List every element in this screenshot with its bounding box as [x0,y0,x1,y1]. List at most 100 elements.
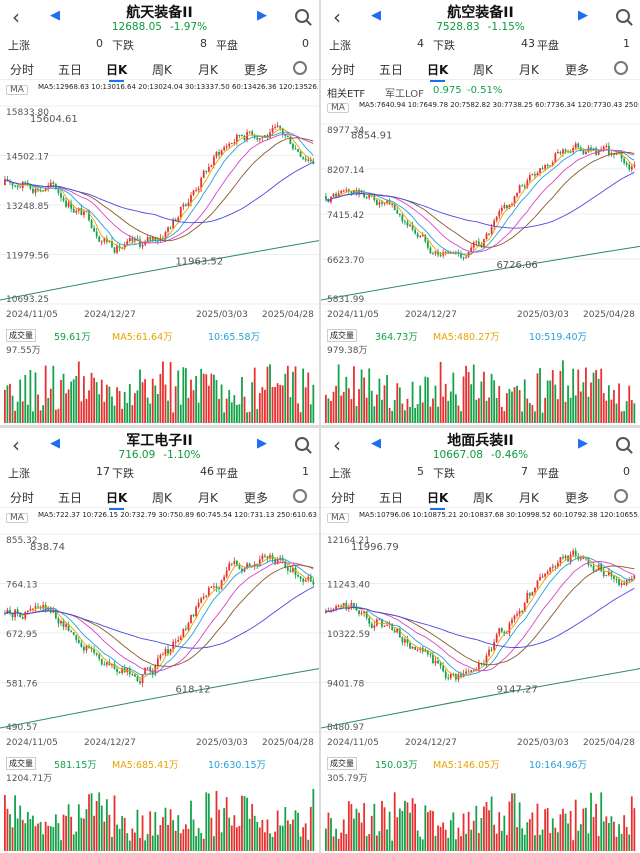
volume-label[interactable]: 成交量 [327,329,357,342]
back-arrow-icon[interactable]: ‹ [12,5,20,29]
ma10-line [325,556,635,676]
search-icon[interactable] [295,437,309,451]
tab-5day[interactable]: 五日 [379,63,404,77]
sector-title: 地面兵装II [447,433,514,449]
tab-intraday[interactable]: 分时 [10,63,35,77]
candle-body [419,236,422,238]
next-stock-icon[interactable]: ▶ [578,8,588,23]
volume-bar [248,411,251,423]
candle-body [54,609,57,619]
volume-label[interactable]: 成交量 [6,757,36,770]
tab-5day[interactable]: 五日 [379,491,404,505]
tab-daily[interactable]: 日K [106,63,128,82]
search-icon[interactable] [616,437,630,451]
candle-body [235,134,238,143]
candle-body [248,131,251,133]
tab-intraday[interactable]: 分时 [331,491,356,505]
candle-body [98,236,101,242]
candle-body [590,564,592,566]
candle-body [421,647,424,652]
volume-bar [215,379,218,423]
next-stock-icon[interactable]: ▶ [257,436,267,451]
tab-more[interactable]: 更多 [244,491,269,505]
volume-bar [187,828,190,851]
volume-bar [200,368,203,423]
volume-bar [495,833,498,851]
tab-more[interactable]: 更多 [244,63,269,77]
volume-bar [238,404,241,423]
next-stock-icon[interactable]: ▶ [578,436,588,451]
volume-bar [95,382,98,423]
volume-label[interactable]: 成交量 [6,329,36,342]
volume-bar [235,827,238,851]
candle-body [585,558,587,560]
tab-intraday[interactable]: 分时 [331,63,356,77]
related-etf-row[interactable]: 相关ETF 军工LOF 0.975 -0.51% [321,82,640,100]
next-stock-icon[interactable]: ▶ [257,8,267,23]
tab-weekly[interactable]: 周K [473,63,493,77]
tab-5day[interactable]: 五日 [58,491,83,505]
tab-daily[interactable]: 日K [427,491,449,510]
volume-bar [192,819,195,851]
ma-selector-button[interactable]: MA [6,513,28,523]
settings-gear-icon[interactable] [293,61,307,75]
search-icon[interactable] [616,9,630,23]
volume-value: 150.03万 [375,760,418,771]
previous-stock-icon[interactable]: ◀ [50,436,60,451]
back-arrow-icon[interactable]: ‹ [333,5,341,29]
back-arrow-icon[interactable]: ‹ [12,433,20,457]
ma-selector-button[interactable]: MA [6,85,28,95]
candle-body [215,586,218,589]
candle-body [439,254,442,256]
settings-gear-icon[interactable] [614,61,628,75]
tab-monthly[interactable]: 月K [519,63,539,77]
tab-monthly[interactable]: 月K [198,491,218,505]
candle-body [294,148,297,150]
ma20-line [325,560,635,672]
volume-bar [467,372,470,423]
candle-body [83,647,85,651]
previous-stock-icon[interactable]: ◀ [371,8,381,23]
tab-more[interactable]: 更多 [565,63,590,77]
tab-weekly[interactable]: 周K [473,491,493,505]
candle-body [16,185,19,188]
candle-body [500,207,503,212]
volume-bar [493,380,496,423]
ma10-line [4,558,314,676]
y-tick-label: 581.76 [6,680,38,690]
tab-monthly[interactable]: 月K [198,63,218,77]
candle-body [21,617,24,619]
candle-body [559,151,562,154]
volume-bar [516,827,518,851]
candle-body [523,185,526,188]
etf-change: -0.51% [467,85,503,96]
volume-bar [434,385,437,423]
previous-stock-icon[interactable]: ◀ [371,436,381,451]
tab-intraday[interactable]: 分时 [10,491,35,505]
ma-selector-button[interactable]: MA [327,103,349,113]
tab-daily[interactable]: 日K [106,491,128,510]
candle-body [205,595,208,597]
panel-header: ‹ ◀ 军工电子II 716.09 -1.10% ▶ [0,428,319,466]
volume-label[interactable]: 成交量 [327,757,357,770]
settings-gear-icon[interactable] [614,489,628,503]
volume-bar [233,815,236,851]
settings-gear-icon[interactable] [293,489,307,503]
volume-bar [541,829,544,851]
search-icon[interactable] [295,9,309,23]
tab-more[interactable]: 更多 [565,491,590,505]
tab-weekly[interactable]: 周K [152,63,172,77]
ma5-line [325,147,635,256]
back-arrow-icon[interactable]: ‹ [333,433,341,457]
tab-monthly[interactable]: 月K [519,491,539,505]
previous-stock-icon[interactable]: ◀ [50,8,60,23]
candle-body [169,227,172,229]
volume-bar [335,385,337,423]
candle-body [355,606,358,611]
ma-selector-button[interactable]: MA [327,513,349,523]
volume-bar [309,404,312,423]
tab-5day[interactable]: 五日 [58,63,83,77]
tab-weekly[interactable]: 周K [152,491,172,505]
tab-daily[interactable]: 日K [427,63,449,82]
candle-body [554,566,557,568]
